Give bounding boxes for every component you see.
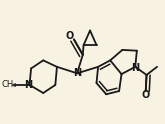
Text: N: N: [131, 63, 139, 73]
Text: O: O: [66, 31, 74, 42]
Text: N: N: [73, 68, 81, 78]
Text: N: N: [24, 80, 32, 90]
Text: O: O: [141, 90, 149, 100]
Text: CH₃: CH₃: [1, 80, 17, 89]
